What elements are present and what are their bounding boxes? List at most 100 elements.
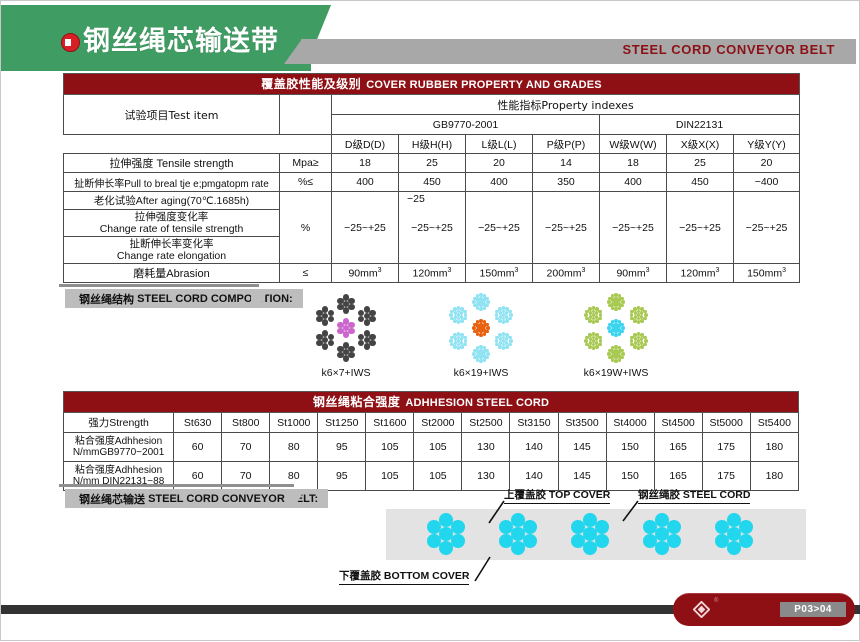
header-title-group: 钢丝绳芯输送带 (61, 23, 279, 59)
cord-wire-dot (505, 306, 509, 311)
cord-wire-dot (620, 322, 625, 327)
adhesion-gb-st1600: 105 (365, 432, 415, 462)
cell-aging-h: −25 −25~+25 (398, 191, 466, 264)
cord-wire-dot (482, 332, 487, 337)
row-label-after-aging: 老化试验After aging(70℃.1685h) (63, 191, 280, 210)
cord-wire-dot (607, 355, 612, 360)
belt-tab-cn: 钢丝绳芯输送 (79, 492, 145, 506)
belt-cord-dot (583, 527, 597, 541)
cord-wire-dot (591, 335, 596, 340)
belt-cord-dot (642, 520, 657, 534)
cord-wire-dot (495, 316, 500, 321)
cord-wire-dot (597, 309, 602, 314)
cord-wire-dot (617, 328, 621, 332)
cord-wire-dot (486, 326, 490, 330)
cord-wire-dot (494, 313, 499, 317)
cord-wire-dot (456, 320, 461, 324)
cord-wire-dot (498, 337, 503, 341)
cord-wire-dot (598, 313, 603, 317)
cord-wire-dot (630, 309, 635, 314)
cord-caption-k6x7: k6×7+IWS (321, 367, 371, 379)
cord-wire-dot (591, 313, 596, 317)
cord-wire-dot (639, 341, 644, 345)
belt-cord-dot (439, 527, 453, 541)
cord-wire-dot (450, 335, 455, 340)
cord-wire-dot (585, 335, 590, 340)
cord-wire-dot (507, 316, 512, 321)
cell-abrasion-p: 200mm3 (532, 263, 600, 283)
cord-wire-dot (459, 311, 464, 315)
cord-wire-dot (498, 306, 502, 311)
cell-abrasion-d: 90mm3 (331, 263, 399, 283)
cord-wire-dot (482, 298, 486, 302)
cell-elong-x: 450 (666, 172, 734, 192)
cord-wire-dot (584, 339, 589, 343)
annotation-bottom-cover: 下覆盖胶 BOTTOM COVER (339, 568, 470, 585)
row-label-elongation: 扯断伸长率Pull to breal tje e;pmgatopm rate (63, 172, 280, 192)
belt-cord-dot (655, 513, 669, 527)
cord-wire-dot (588, 311, 593, 315)
belt-cord-dot (511, 541, 525, 555)
cord-wire-dot (342, 342, 350, 349)
belt-cord-dot (727, 541, 741, 555)
cord-wire-dot (472, 326, 476, 330)
cord-wire-dot (614, 355, 618, 360)
cord-wire-dot (342, 348, 350, 356)
adhesion-col-st630: St630 (173, 412, 223, 433)
cord-wire-dot (594, 341, 599, 345)
cord-wire-dot (475, 358, 480, 363)
cord-wire-dot (643, 339, 648, 343)
belt-cord-dot (739, 534, 754, 548)
cord-wire-dot (482, 350, 486, 354)
cord-wire-dot (482, 328, 486, 332)
cord-wire-dot (479, 300, 483, 304)
cord-wire-dot (640, 332, 644, 337)
cord-wire-dot (342, 300, 350, 308)
adhesion-col-st5400: St5400 (749, 412, 800, 433)
cord-wire-dot (482, 354, 486, 358)
cord-wire-dot (643, 313, 648, 317)
cell-abrasion-y: 150mm3 (732, 263, 801, 283)
belt-cord-dot (451, 534, 466, 548)
cord-wire-dot (476, 302, 480, 306)
adhesion-din-st1250: 95 (317, 461, 367, 491)
grade-header-p: P级P(P) (532, 134, 600, 154)
cord-wire-dot (607, 322, 612, 327)
row-unit-aging: % (279, 191, 332, 264)
cord-wire-dot (611, 328, 615, 332)
cord-wire-dot (620, 303, 625, 308)
page-number-badge: P03>04 (780, 602, 846, 617)
cord-wire-dot (621, 300, 625, 304)
cord-wire-dot (476, 328, 480, 332)
cord-wire-dot (639, 315, 644, 319)
cord-wire-dot (456, 306, 461, 310)
property-indexes-row: 试验项目Test item 性能指标Property indexes (63, 94, 801, 135)
cord-wire-dot (348, 328, 355, 335)
cord-wire-dot (342, 307, 350, 314)
cord-wire-dot (479, 326, 483, 330)
cord-wire-dot (479, 352, 483, 356)
belt-cord-cluster (712, 513, 764, 559)
cord-wire-dot (342, 355, 350, 362)
cell-elong-h: 450 (398, 172, 466, 192)
cord-wire-dot (453, 345, 457, 350)
cord-wire-dot (322, 336, 329, 344)
cord-wire-dot (636, 342, 641, 347)
cord-wire-dot (614, 296, 618, 301)
cord-wire-dot (607, 352, 611, 356)
cover-rubber-banner-row: 覆盖胶性能及级别 COVER RUBBER PROPERTY AND GRADES (62, 73, 801, 95)
belt-cord-dot (523, 520, 538, 534)
banner-cn: 覆盖胶性能及级别 (261, 77, 362, 91)
adhesion-din-st3150: 140 (509, 461, 559, 491)
table-row: 扯断伸长率变化率 Change rate elongation (63, 236, 800, 264)
cord-wire-dot (322, 306, 329, 313)
cell-elong-d: 400 (331, 172, 399, 192)
cord-wire-dot (485, 296, 490, 301)
cord-wire-dot (475, 332, 480, 337)
cord-wire-dot (617, 302, 621, 306)
cord-wire-dot (636, 316, 641, 321)
aging-stray-value: −25 (407, 193, 425, 205)
belt-cord-cluster (424, 513, 476, 559)
cord-wire-dot (363, 343, 370, 350)
cord-wire-dot (617, 319, 622, 324)
